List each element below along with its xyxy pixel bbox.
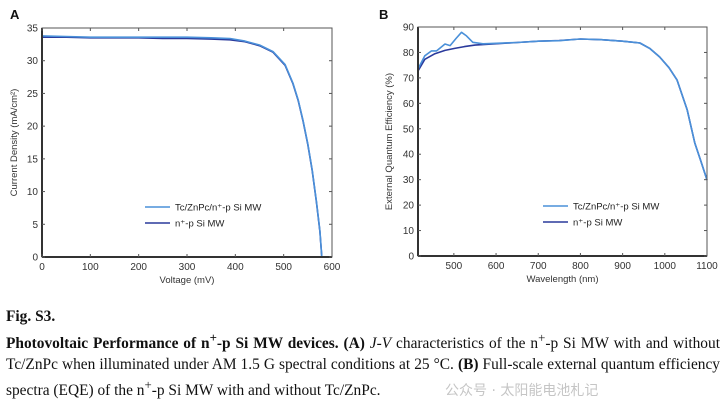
caption-text-1b: -p Si MW with and without Tc/ZnPc when i… [6, 335, 720, 374]
figure: A0 100 200 300 400 500 60005101520253035Voltag… [9, 7, 718, 286]
y-tick-label: 20 [27, 122, 39, 133]
x-tick-label: 1100 [696, 261, 718, 272]
caption-a-label: (A) [343, 335, 365, 353]
x-tick-label: 200 [130, 262, 147, 273]
series-line [417, 31, 708, 181]
x-axis-label: Wavelength (nm) [527, 274, 599, 285]
y-tick-label: 50 [403, 124, 415, 135]
caption-jv-italic: J-V [369, 335, 392, 353]
caption-text-2a: Full-scale external quantum efficiency s… [6, 356, 720, 400]
caption-sup-2: + [144, 378, 152, 393]
legend-label: Tc/ZnPc/n⁺-p Si MW [175, 203, 261, 214]
x-tick-label: 700 [530, 261, 547, 272]
y-axis-label: Current Density (mA/cm²) [9, 89, 20, 197]
y-tick-label: 30 [27, 56, 39, 67]
y-tick-label: 10 [27, 187, 39, 198]
caption-text-1a: characteristics of the n [391, 335, 539, 353]
y-tick-label: 0 [408, 252, 414, 263]
y-tick-label: 25 [27, 89, 39, 100]
series-line [417, 38, 708, 181]
caption-bold-tail: -p Si MW devices. [216, 335, 339, 353]
series-line [41, 35, 323, 258]
y-tick-label: 40 [403, 150, 415, 161]
y-tick-label: 60 [403, 99, 415, 110]
legend-label: Tc/ZnPc/n⁺-p Si MW [573, 202, 659, 213]
x-axis-label: Voltage (mV) [160, 275, 215, 286]
x-tick-label: 0 [39, 262, 45, 273]
x-tick-label: 300 [179, 262, 196, 273]
y-tick-label: 30 [403, 175, 415, 186]
y-tick-label: 80 [403, 48, 415, 59]
x-tick-label: 900 [614, 261, 631, 272]
panel-b-eqe-chart: B 500 600 700 800 900 1000 1100 0 10 20 30 40 50 60 70 8… [379, 7, 718, 285]
caption-bold-lead: Photovoltaic Performance of n [6, 335, 210, 353]
x-tick-label: 500 [275, 262, 292, 273]
y-tick-label: 20 [403, 201, 415, 212]
caption-sup-1: + [538, 331, 546, 345]
y-tick-label: 10 [403, 226, 415, 237]
y-axis-label: External Quantum Efficiency (%) [384, 73, 395, 210]
caption-b-label: (B) [457, 356, 479, 374]
caption-body: Photovoltaic Performance of n+-p Si MW d… [6, 328, 720, 401]
x-tick-label: 600 [488, 261, 505, 272]
panel-label: A [10, 7, 20, 22]
y-tick-label: 0 [32, 253, 38, 264]
x-tick-label: 100 [82, 262, 99, 273]
watermark: 公众号 · 太阳能电池札记 [445, 383, 599, 399]
figure-caption: Fig. S3. Photovoltaic Performance of n+-… [6, 306, 720, 401]
y-tick-label: 5 [32, 220, 38, 231]
x-tick-label: 500 [446, 261, 463, 272]
caption-bold-sup: + [209, 331, 217, 345]
panel-a-jv-chart: A 0 100 200 300 400 500 600 0 5 10 15 20 25 30 35 Voltag… [9, 7, 341, 286]
caption-text-2b: -p Si MW with and without Tc/ZnPc. [151, 382, 381, 400]
y-tick-label: 70 [403, 73, 415, 84]
panel-label: B [379, 7, 388, 22]
x-tick-label: 400 [227, 262, 244, 273]
x-tick-label: 800 [572, 261, 589, 272]
figure-label: Fig. S3. [6, 308, 56, 325]
y-tick-label: 90 [403, 23, 415, 34]
y-tick-label: 15 [27, 154, 39, 165]
x-tick-label: 1000 [654, 261, 677, 272]
legend-label: n⁺-p Si MW [573, 218, 622, 229]
y-tick-label: 35 [27, 24, 39, 35]
x-tick-label: 600 [324, 262, 341, 273]
legend-label: n⁺-p Si MW [175, 219, 224, 230]
